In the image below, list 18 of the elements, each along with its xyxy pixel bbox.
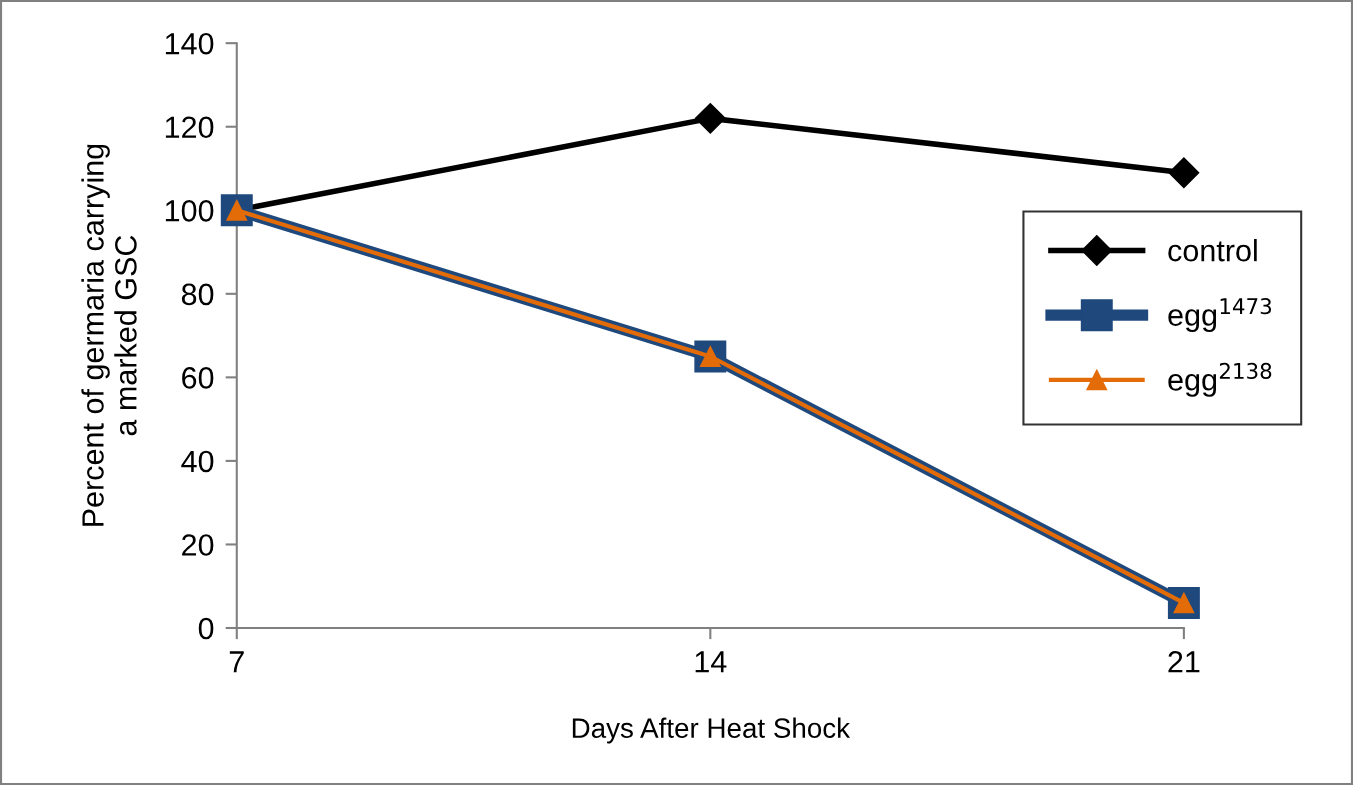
y-tick-label: 20 [182, 534, 214, 556]
x-tick-label: 14 [695, 651, 727, 673]
y-tick-label: 60 [182, 367, 214, 389]
y-tick-label: 0 [198, 617, 214, 640]
legend-label: egg$^{1473}$ [1168, 298, 1272, 332]
point [1168, 157, 1200, 189]
y-axis-title: Percent of germaria carrying a marked GSC [81, 144, 137, 526]
point [694, 102, 726, 134]
y-tick-label: 40 [181, 450, 214, 473]
y-tick-label: 140 [165, 32, 214, 55]
y-tick-label: 100 [165, 200, 214, 222]
y-tick-label: 120 [165, 116, 214, 139]
x-tick-label: 21 [1168, 651, 1200, 673]
legend-label: egg$^{2138}$ [1168, 362, 1272, 397]
legend-label: control [1168, 239, 1257, 262]
x-axis-title: Days After Heat Shock [572, 717, 851, 744]
x-tick-label: 7 [229, 651, 244, 673]
y-tick-label: 80 [181, 283, 214, 306]
